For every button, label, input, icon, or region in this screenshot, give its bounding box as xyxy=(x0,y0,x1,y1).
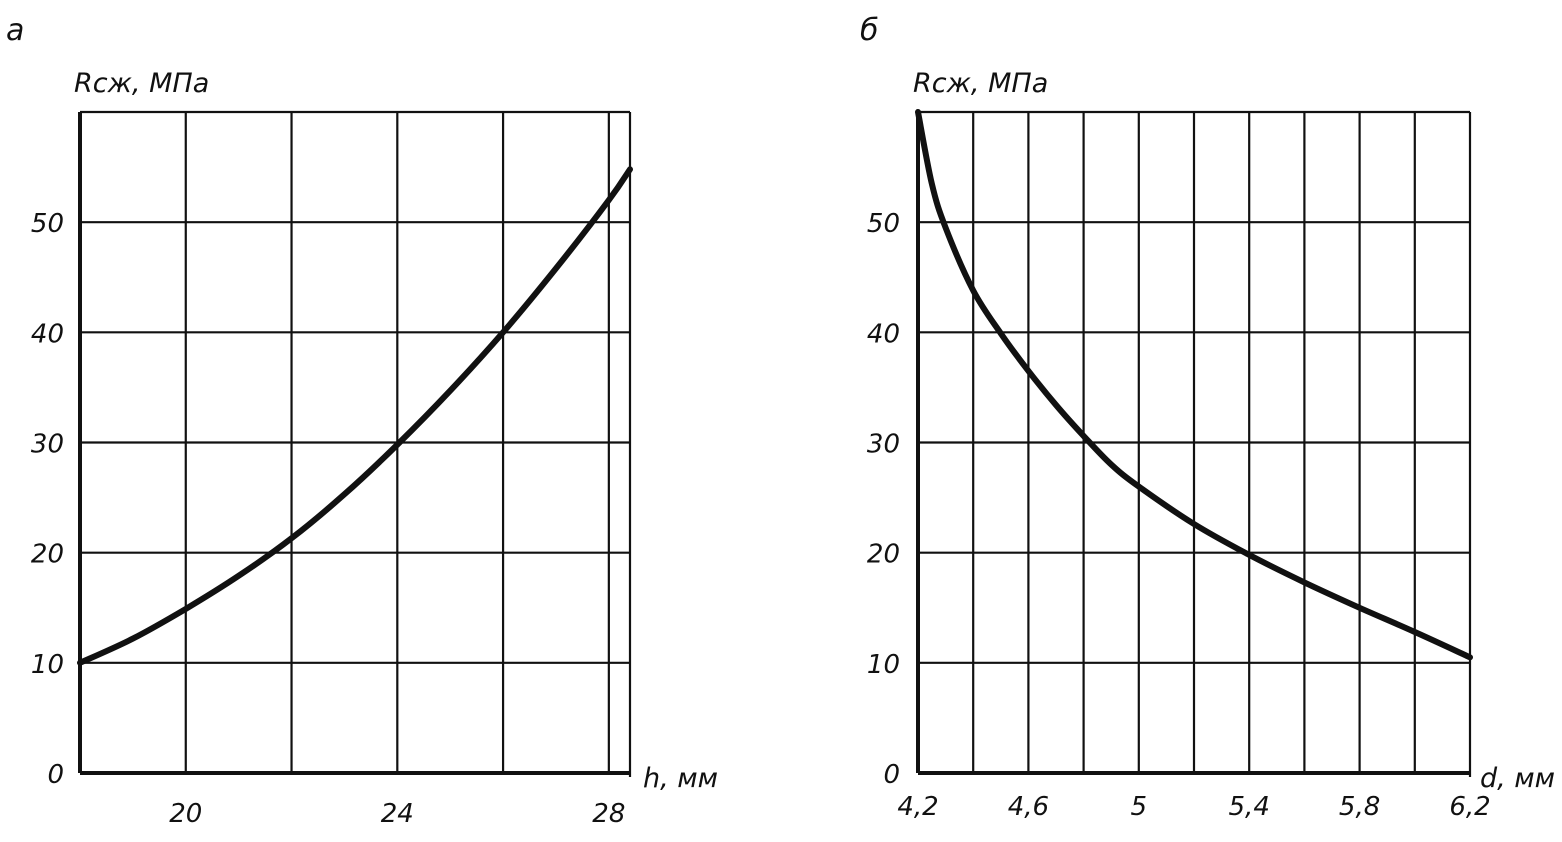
x-tick-label-a: 28 xyxy=(592,799,625,829)
y-tick-label-b: 40 xyxy=(867,319,900,349)
x-axis-label-a: h, мм xyxy=(643,763,718,794)
x-axis-label-b: d, мм xyxy=(1480,763,1555,794)
y-axis-label-b: Rсж, МПа xyxy=(913,68,1048,99)
y-tick-label-a: 30 xyxy=(31,430,64,460)
chart-panel-a: а Rсж, МПа h, мм 0 10 20 30 40 50 20 24 28 xyxy=(6,13,718,829)
y-tick-label-b: 20 xyxy=(867,540,900,570)
y-tick-label-b: 10 xyxy=(867,650,900,680)
panel-label-b: б xyxy=(860,13,879,48)
y-tick-label-a: 40 xyxy=(31,319,64,349)
y-tick-label-b: 30 xyxy=(867,430,900,460)
y-axis-label-a: Rсж, МПа xyxy=(74,68,209,99)
x-tick-label-a: 24 xyxy=(381,799,414,829)
y-tick-label-a: 10 xyxy=(31,650,64,680)
x-tick-label-b: 5,4 xyxy=(1229,792,1270,822)
series-line-b xyxy=(915,109,1473,661)
y-tick-label-a: 0 xyxy=(47,760,64,790)
y-tick-label-b: 50 xyxy=(867,209,900,239)
panel-label-a: а xyxy=(6,13,24,48)
y-tick-label-a: 20 xyxy=(31,540,64,570)
x-tick-label-b: 5,8 xyxy=(1339,792,1380,822)
x-tick-label-a: 20 xyxy=(169,799,202,829)
x-tick-label-b: 4,2 xyxy=(897,792,938,822)
y-tick-label-b: 0 xyxy=(883,760,900,790)
x-tick-label-b: 5 xyxy=(1131,792,1148,822)
chart-panel-b: б Rсж, МПа d, мм 0 10 20 30 40 50 4,2 4,6 5 5,4 5,… xyxy=(860,13,1555,822)
x-tick-label-b: 4,6 xyxy=(1008,792,1049,822)
series-line-a xyxy=(77,166,633,666)
y-tick-label-a: 50 xyxy=(31,209,64,239)
x-tick-label-b: 6,2 xyxy=(1449,792,1490,822)
